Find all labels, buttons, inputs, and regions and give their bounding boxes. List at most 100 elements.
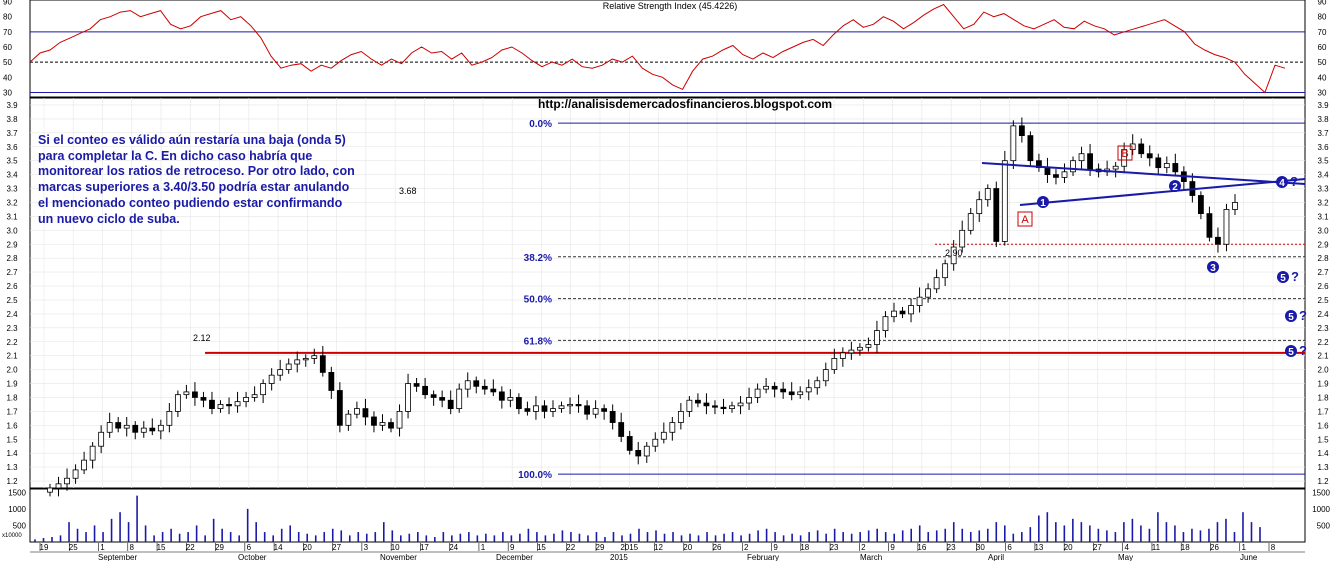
candle-body xyxy=(183,391,190,396)
candle-body xyxy=(1129,143,1136,150)
candle-body xyxy=(746,397,752,404)
price-tick-right: 3.9 xyxy=(1317,101,1329,110)
rsi-tick-left: 60 xyxy=(3,43,12,52)
candle-body xyxy=(354,408,360,415)
candle-body xyxy=(805,387,812,393)
price-tick-left: 1.4 xyxy=(6,449,18,458)
price-tick-right: 3.2 xyxy=(1317,198,1329,207)
date-tick-label: 15 xyxy=(157,543,166,552)
volume-unit: x10000 xyxy=(2,533,22,539)
candle-body xyxy=(217,404,224,410)
price-tick-left: 2.7 xyxy=(6,268,18,277)
price-tick-left: 1.6 xyxy=(6,421,18,430)
wave-3-label: 3 xyxy=(1210,263,1216,274)
price-tick-left: 3.9 xyxy=(6,101,18,110)
price-tick-left: 3.2 xyxy=(6,198,18,207)
candle-body xyxy=(967,213,974,231)
wave-a-label: A xyxy=(1021,214,1029,226)
price-tick-left: 2.4 xyxy=(6,310,18,319)
volume-tick-left: 1000 xyxy=(8,505,26,514)
month-label: April xyxy=(988,553,1004,561)
candle-body xyxy=(1087,153,1093,170)
date-tick-label: 2015 xyxy=(620,543,638,552)
price-tick-left: 1.5 xyxy=(6,435,18,444)
candle-body xyxy=(515,397,522,410)
volume-tick-right: 1500 xyxy=(1312,488,1330,497)
date-tick-label: 1 xyxy=(1242,543,1247,552)
candle-body xyxy=(584,405,590,415)
date-tick-label: 10 xyxy=(391,543,400,552)
rsi-series-line xyxy=(29,3,1286,94)
candle-body xyxy=(1112,165,1119,170)
date-tick-label: 19 xyxy=(40,543,49,552)
price-tick-right: 1.3 xyxy=(1317,463,1329,472)
rsi-tick-right: 40 xyxy=(1318,73,1327,82)
price-tick-right: 3.4 xyxy=(1317,171,1329,180)
candle-body xyxy=(362,408,369,418)
price-axis-ticks: 1.2 1.2 1.3 1.3 1.4 1.4 1.5 1.5 1.6 1.6 1.7 1.7 1.8 1… xyxy=(6,101,1329,486)
volume-panel-frame xyxy=(29,488,1306,543)
volume-tick-left: 500 xyxy=(13,521,27,530)
wave-5a-marker xyxy=(1277,271,1289,283)
candle-body xyxy=(226,404,232,407)
candle-body xyxy=(209,399,215,410)
wave-5b-marker xyxy=(1285,310,1297,322)
candle-body xyxy=(635,449,642,457)
candle-body xyxy=(379,422,386,426)
candle-body xyxy=(456,388,463,410)
candle-body xyxy=(908,305,914,315)
candle-body xyxy=(916,296,923,306)
candle-body xyxy=(481,385,488,390)
date-tick-label: 20 xyxy=(683,543,692,552)
price-panel-frame xyxy=(29,97,1306,489)
candle-body xyxy=(703,402,710,407)
candle-body xyxy=(541,405,548,412)
rsi-tick-left: 30 xyxy=(3,88,12,97)
date-tick-label: 26 xyxy=(1210,543,1219,552)
candle-body xyxy=(498,391,505,401)
fib-label: 50.0% xyxy=(524,295,552,306)
wave-2-marker xyxy=(1169,180,1181,192)
date-tick-label: 11 xyxy=(1152,543,1161,552)
candle-body xyxy=(1138,143,1145,155)
fib-label: 100.0% xyxy=(518,470,552,481)
date-tick-label: 20 xyxy=(303,543,312,552)
candle-body xyxy=(149,427,156,432)
month-label: December xyxy=(496,553,533,561)
candle-body xyxy=(251,394,258,398)
candle-body xyxy=(174,394,181,412)
candle-body xyxy=(959,229,966,248)
candle-body xyxy=(797,391,804,396)
wave-5c-label: 5 xyxy=(1288,347,1294,358)
date-tick-label: 4 xyxy=(1124,543,1129,552)
candle-body xyxy=(319,355,326,373)
price-tick-right: 2.2 xyxy=(1317,338,1329,347)
candle-body xyxy=(874,330,880,345)
wave-b-label: B xyxy=(1121,148,1128,160)
date-tick-label: 17 xyxy=(420,543,429,552)
volume-tick-left: 1500 xyxy=(8,488,26,497)
candle-body xyxy=(422,385,429,396)
candle-body xyxy=(575,404,582,407)
rsi-tick-left: 70 xyxy=(3,28,12,37)
price-tick-left: 2.6 xyxy=(6,282,18,291)
candle-body xyxy=(720,406,727,410)
wave-3-marker xyxy=(1207,261,1219,273)
wave-4-marker xyxy=(1276,176,1288,188)
wave-5c-question: ? xyxy=(1299,343,1307,358)
rsi-tick-right: 30 xyxy=(1318,88,1327,97)
date-tick-label: 29 xyxy=(215,543,224,552)
date-tick-label: 9 xyxy=(510,543,515,552)
candle-body xyxy=(388,422,394,429)
date-tick-label: 25 xyxy=(69,543,78,552)
price-tick-right: 1.5 xyxy=(1317,435,1329,444)
candle-body xyxy=(780,388,787,393)
date-tick-label: 15 xyxy=(537,543,546,552)
price-tick-left: 2.2 xyxy=(6,338,18,347)
candle-body xyxy=(1001,160,1008,242)
wave-5b-label: 5 xyxy=(1288,312,1294,323)
price-tick-left: 2.0 xyxy=(6,366,18,375)
candle-body xyxy=(1027,135,1034,162)
price-tick-left: 1.3 xyxy=(6,463,18,472)
month-label: March xyxy=(860,553,882,561)
